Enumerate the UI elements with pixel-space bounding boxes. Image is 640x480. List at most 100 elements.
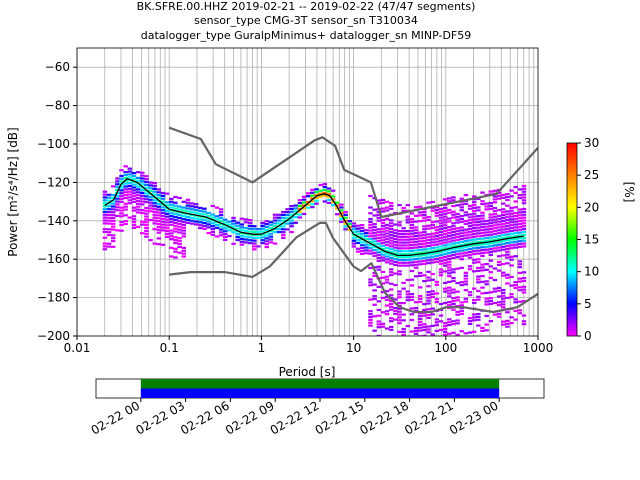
density-cell (384, 238, 390, 241)
density-cell (401, 261, 406, 264)
density-cell (359, 244, 365, 247)
density-cell (442, 327, 448, 331)
density-cell (496, 304, 502, 307)
density-cell (471, 241, 477, 244)
density-cell (426, 239, 431, 242)
density-cell (451, 230, 456, 234)
density-cell (256, 233, 261, 236)
density-cell (380, 259, 386, 262)
density-cell (505, 224, 510, 227)
time-tick-label: 02-23 00 (447, 398, 501, 437)
density-cell (388, 305, 394, 308)
density-cell (442, 247, 448, 250)
density-cell (484, 234, 489, 237)
density-cell (173, 256, 178, 259)
density-cell (476, 229, 481, 232)
density-cell (164, 221, 170, 224)
density-cell (181, 220, 186, 224)
density-cell (430, 290, 435, 293)
density-cell (480, 249, 485, 252)
density-cell (471, 195, 477, 198)
density-cell (451, 242, 456, 245)
density-cell (513, 220, 518, 223)
density-cell (148, 187, 153, 190)
density-cell (314, 193, 319, 197)
density-cell (397, 339, 401, 341)
density-cell (442, 241, 448, 244)
density-cell (501, 239, 506, 243)
density-cell (442, 238, 448, 241)
density-cell (517, 237, 523, 240)
density-cell (426, 331, 431, 334)
density-cell (451, 216, 456, 219)
density-cell (388, 299, 394, 303)
density-cell (442, 209, 448, 212)
density-cell (156, 208, 162, 211)
density-cell (380, 276, 386, 279)
density-cell (455, 250, 460, 253)
density-cell (409, 249, 415, 253)
density-cell (455, 215, 460, 218)
density-cell (339, 209, 344, 212)
density-cell (426, 250, 431, 253)
density-cell (517, 188, 523, 191)
density-cell (418, 286, 423, 289)
density-cell (326, 193, 332, 196)
density-cell (376, 216, 381, 219)
density-cell (409, 221, 415, 224)
density-cell (513, 301, 518, 304)
density-cell (501, 214, 506, 217)
density-cell (492, 244, 498, 247)
density-cell (376, 236, 381, 240)
density-cell (289, 225, 294, 228)
density-cell (351, 228, 357, 231)
density-cell (173, 236, 178, 239)
density-cell (135, 208, 141, 211)
density-cell (517, 217, 523, 220)
density-cell (181, 249, 186, 252)
density-cell (115, 186, 120, 189)
density-cell (106, 208, 112, 211)
density-cell (476, 246, 481, 249)
density-cell (455, 267, 460, 270)
density-cell (140, 223, 145, 226)
density-cell (430, 235, 435, 238)
density-cell (368, 223, 373, 226)
density-cell (463, 219, 469, 223)
density-cell (505, 239, 510, 242)
density-cell (152, 187, 157, 190)
density-cell (380, 325, 386, 328)
density-cell (106, 242, 112, 245)
density-cell (202, 219, 207, 222)
density-cell (177, 231, 182, 234)
density-cell (380, 322, 386, 325)
density-cell (501, 262, 506, 266)
density-cell (509, 316, 514, 319)
density-cell (123, 208, 128, 211)
density-cell (173, 230, 178, 233)
density-cell (492, 238, 498, 241)
density-cell (501, 303, 506, 306)
density-cell (413, 226, 419, 229)
density-cell (447, 257, 452, 260)
colorbar-tick-label: 10 (584, 265, 599, 279)
density-cell (451, 288, 456, 291)
density-cell (247, 236, 253, 239)
density-cell (198, 221, 203, 224)
density-cell (135, 202, 141, 205)
density-cell (322, 194, 328, 197)
density-cell (384, 290, 390, 293)
time-tick-label: 02-22 03 (133, 398, 187, 437)
density-cell (351, 242, 357, 245)
density-cell (463, 228, 469, 231)
density-cell (484, 297, 489, 300)
density-cell (281, 236, 286, 240)
density-cell (496, 194, 502, 197)
density-cell (193, 220, 199, 223)
density-cell (434, 243, 440, 246)
density-cell (434, 211, 440, 214)
density-cell (131, 220, 137, 224)
density-cell (447, 220, 452, 223)
density-cell (355, 227, 361, 230)
density-cell (463, 277, 469, 280)
